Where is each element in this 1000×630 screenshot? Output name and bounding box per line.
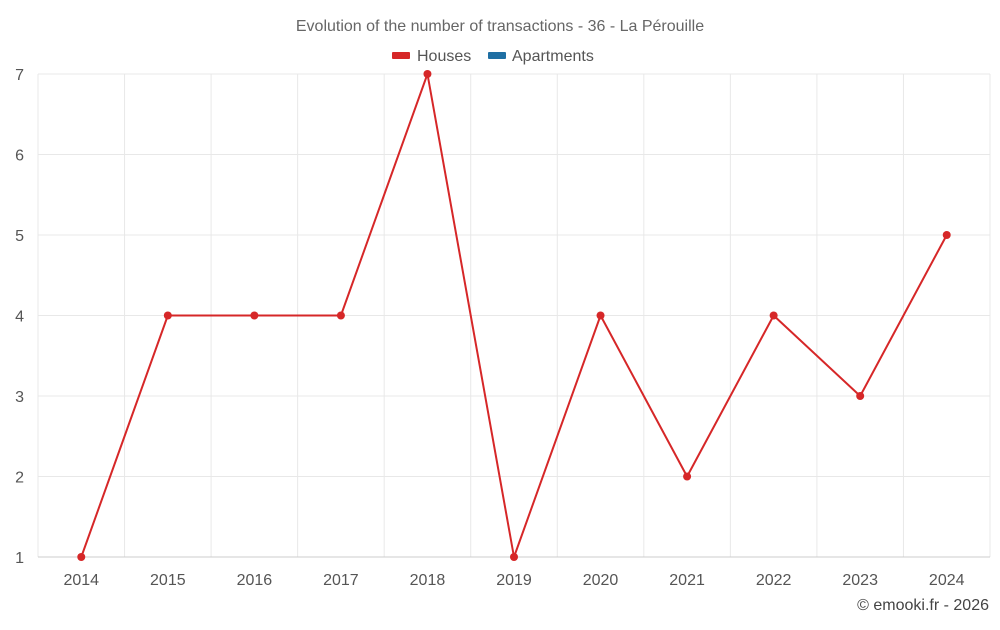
data-point-houses-2017[interactable]: [336, 311, 345, 320]
x-tick-label: 2023: [842, 572, 878, 589]
x-axis: 2014 2015 2016 2017 2018 2019 2020 2021 2022 2023…: [38, 556, 990, 589]
data-point-houses-2018[interactable]: [423, 70, 432, 78]
data-point-houses-2022[interactable]: [769, 311, 778, 320]
x-tick-label: 2019: [496, 572, 532, 589]
data-point-houses-2014[interactable]: [77, 553, 86, 561]
grid: [37, 73, 991, 557]
legend-label-houses[interactable]: Houses: [417, 48, 471, 65]
y-axis: 1 2 3 4 5 6 7: [15, 67, 24, 567]
data-point-houses-2023[interactable]: [856, 392, 865, 400]
chart-title: Evolution of the number of transactions …: [296, 18, 704, 35]
credit-text[interactable]: © emooki.fr - 2026: [857, 597, 989, 614]
data-point-houses-2021[interactable]: [683, 472, 692, 481]
data-point-houses-2016[interactable]: [250, 311, 259, 320]
data-point-houses-2024[interactable]: [942, 231, 951, 239]
y-tick-label: 1: [15, 550, 24, 567]
x-tick-label: 2017: [323, 572, 359, 589]
x-tick-label: 2014: [63, 572, 99, 589]
data-point-houses-2020[interactable]: [596, 311, 605, 320]
x-tick-label: 2016: [237, 572, 273, 589]
y-tick-label: 6: [15, 148, 24, 165]
data-point-houses-2019[interactable]: [510, 553, 518, 561]
y-tick-label: 5: [15, 228, 24, 245]
x-tick-label: 2021: [669, 572, 705, 589]
y-tick-label: 2: [15, 470, 24, 487]
legend-swatch-houses: [392, 52, 410, 59]
legend-label-apartments[interactable]: Apartments: [512, 48, 594, 65]
data-point-houses-2015[interactable]: [163, 311, 172, 320]
x-tick-label: 2015: [150, 572, 186, 589]
legend: Houses Apartments: [392, 48, 594, 65]
x-tick-label: 2022: [756, 572, 792, 589]
y-tick-label: 4: [15, 309, 24, 326]
y-tick-label: 3: [15, 389, 24, 406]
x-tick-label: 2024: [929, 572, 965, 589]
legend-swatch-apartments: [488, 52, 506, 59]
x-tick-label: 2020: [583, 572, 619, 589]
x-tick-label: 2018: [410, 572, 446, 589]
series-group: [77, 70, 951, 561]
y-tick-label: 7: [15, 67, 24, 84]
